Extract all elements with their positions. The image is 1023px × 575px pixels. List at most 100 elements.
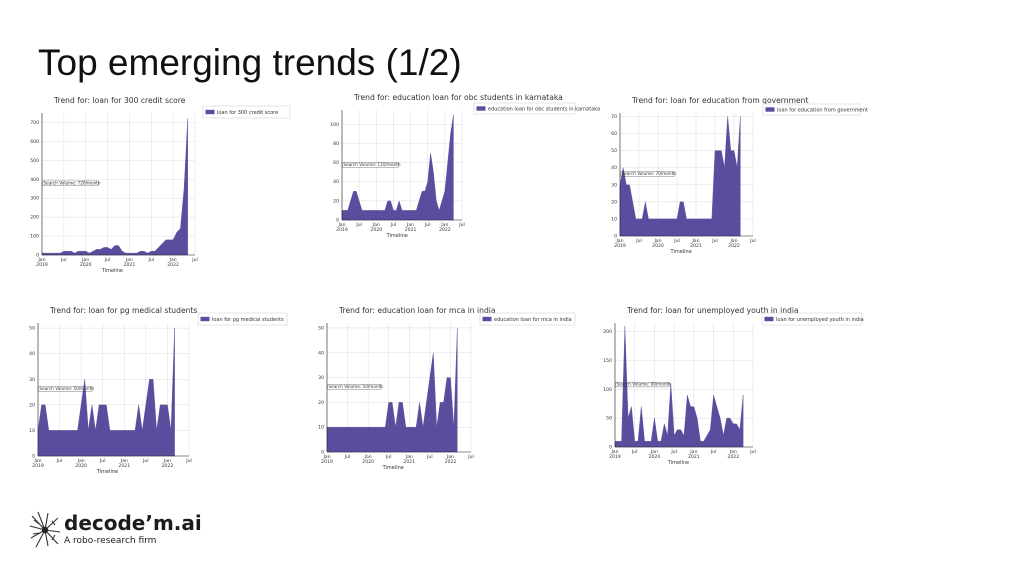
x-tick-label: Jul [385, 454, 392, 460]
legend-label: loan for 300 credit score [217, 110, 278, 116]
x-tick-label: Jul [426, 454, 433, 460]
annotation-box [327, 384, 382, 390]
legend-label: loan for pg medical students [212, 317, 284, 323]
y-tick-label: 80 [333, 141, 339, 147]
company-logo: decode’m.ai A robo-research firm [28, 508, 202, 554]
x-tick-label: Jul [467, 454, 474, 460]
x-tick-label: Jul [749, 449, 756, 455]
legend-box [479, 312, 576, 326]
legend-swatch [765, 107, 775, 112]
y-tick-label: 600 [30, 139, 39, 145]
x-tick-label: Jan 2022 [162, 458, 174, 469]
annotation-box [620, 171, 675, 177]
logo-mark-icon [29, 511, 61, 548]
x-tick-label: Jul [344, 454, 351, 460]
x-tick-label: Jan 2020 [362, 454, 374, 465]
chart-title: Trend for: loan for unemployed youth in … [626, 306, 799, 315]
x-tick-label: Jan 2022 [728, 238, 740, 249]
x-tick-label: Jan 2021 [124, 257, 136, 268]
y-tick-label: 60 [333, 160, 339, 166]
y-tick-label: 50 [29, 326, 35, 332]
search-volume-annotation: Search Volume: 70/month [622, 171, 677, 176]
x-tick-label: Jul [711, 238, 718, 244]
x-tick-label: Jan 2020 [652, 238, 664, 249]
annotation-box [342, 162, 399, 168]
x-tick-label: Jan 2019 [321, 454, 333, 465]
y-tick-label: 50 [611, 148, 617, 154]
legend-box [761, 312, 863, 326]
series-area [619, 116, 741, 237]
y-tick-label: 0 [336, 218, 339, 224]
legend-swatch [476, 106, 486, 111]
x-tick-label: Jan 2022 [727, 449, 739, 460]
y-tick-label: 150 [603, 358, 612, 364]
brand-name: decode’m.ai [64, 511, 202, 535]
x-tick-label: Jul [749, 238, 756, 244]
y-tick-label: 0 [36, 253, 39, 259]
x-axis-label: Timeline [96, 469, 118, 475]
x-tick-label: Jul [631, 449, 638, 455]
y-tick-label: 200 [603, 329, 612, 335]
x-tick-label: Jan 2020 [80, 257, 92, 268]
legend-box [197, 312, 288, 326]
chart-title: Trend for: education loan for mca in ind… [338, 306, 496, 315]
series-area [326, 327, 458, 453]
annotation-box [42, 180, 99, 186]
x-tick-label: Jan 2021 [403, 454, 415, 465]
y-tick-label: 400 [30, 177, 39, 183]
legend-label: loan for education from government [777, 107, 868, 113]
chart-title: Trend for: loan for pg medical students [49, 306, 197, 315]
x-tick-label: Jan 2020 [370, 222, 382, 233]
search-volume-annotation: Search Volume: 50/month [40, 386, 95, 391]
series-area [341, 114, 454, 221]
y-tick-label: 20 [611, 199, 617, 205]
y-tick-label: 40 [318, 350, 324, 356]
legend-box [202, 105, 291, 119]
x-tick-label: Jan 2019 [36, 257, 48, 268]
y-tick-label: 10 [318, 425, 324, 431]
x-tick-label: Jan 2022 [167, 257, 179, 268]
y-tick-label: 20 [333, 198, 339, 204]
x-tick-label: Jul [670, 449, 677, 455]
y-tick-label: 10 [29, 428, 35, 434]
legend-label: loan for unemployed youth in india [776, 317, 864, 323]
y-tick-label: 20 [318, 400, 324, 406]
x-tick-label: Jul [635, 238, 642, 244]
y-tick-label: 60 [611, 131, 617, 137]
x-axis-label: Timeline [101, 268, 123, 274]
legend-swatch [205, 109, 215, 115]
chart-title: Trend for: education loan for obc studen… [353, 93, 563, 102]
y-tick-label: 40 [611, 165, 617, 171]
y-tick-label: 500 [30, 158, 39, 164]
x-tick-label: Jul [99, 458, 106, 464]
x-tick-label: Jan 2019 [32, 458, 44, 469]
x-tick-label: Jan 2021 [405, 222, 417, 233]
y-tick-label: 700 [30, 120, 39, 126]
search-volume-annotation: Search Volume: 90/month [617, 382, 672, 387]
x-tick-label: Jan 2022 [439, 222, 451, 233]
x-tick-label: Jan 2022 [445, 454, 457, 465]
y-tick-label: 50 [318, 325, 324, 331]
search-volume-annotation: Search Volume: 720/month [44, 180, 101, 185]
series-area [37, 328, 175, 457]
x-tick-label: Jul [710, 449, 717, 455]
legend-box [762, 103, 861, 116]
x-tick-label: Jan 2020 [649, 449, 661, 460]
chart-title: Trend for: loan for 300 credit score [53, 96, 186, 105]
series-area [614, 325, 744, 448]
y-tick-label: 30 [29, 377, 35, 383]
x-tick-label: Jul [185, 458, 192, 464]
brand-tagline: A robo-research firm [64, 536, 157, 546]
y-tick-label: 100 [330, 122, 339, 128]
x-tick-label: Jul [355, 222, 362, 228]
y-tick-label: 100 [30, 234, 39, 240]
x-tick-label: Jan 2021 [690, 238, 702, 249]
x-tick-label: Jul [390, 222, 397, 228]
